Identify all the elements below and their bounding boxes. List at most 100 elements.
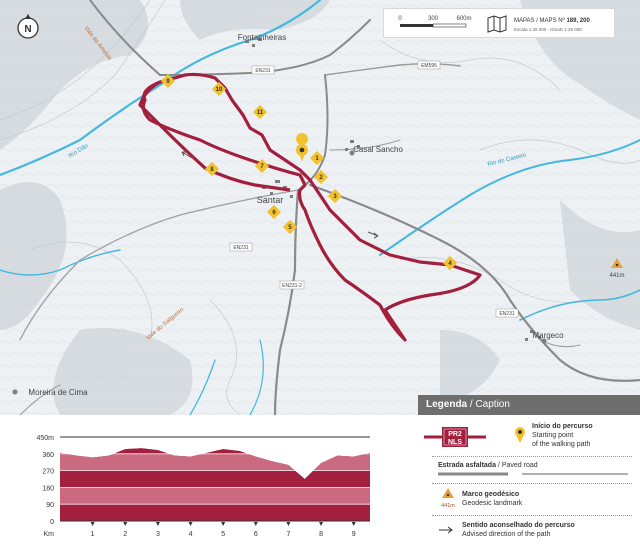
legend-paved-road: Estrada asfaltada / Paved road — [438, 462, 538, 469]
elevation-profile: 450m 360 270 180 90 0 Km 1 2 3 4 5 6 7 8 9 — [36, 435, 370, 538]
elevation-band — [60, 448, 370, 454]
start-point-icon — [515, 427, 525, 443]
svg-text:7: 7 — [260, 164, 264, 170]
place-labels: Fontainheiras Casal Sancho Santar Margec… — [28, 33, 564, 397]
place-casal-sancho: Casal Sancho — [353, 145, 403, 154]
svg-text:PR2: PR2 — [448, 431, 462, 438]
x-tick-label: 2 — [123, 531, 127, 538]
road-center-north — [304, 74, 329, 186]
road-label-em595: EM595 — [417, 60, 441, 70]
y-tick-label: 0 — [50, 519, 54, 526]
y-tick-label: 450m — [36, 435, 54, 442]
roads — [19, 0, 640, 415]
waypoint-7[interactable]: 7 — [254, 158, 270, 174]
waypoint-8[interactable]: 8 — [204, 161, 220, 177]
rivers — [0, 0, 640, 415]
legend-direction: Sentido aconselhado do percurso Advised … — [462, 522, 575, 538]
x-tick-label: 7 — [286, 531, 290, 538]
direction-arrow-icon — [439, 526, 453, 534]
svg-text:441m: 441m — [441, 503, 455, 509]
road-southwest — [19, 384, 61, 415]
x-tick-label: 4 — [189, 531, 193, 538]
scale-bar: 0 300 600m MAPAS / MAPS Nº 189, 200 Esca… — [398, 15, 590, 33]
waypoint-2[interactable]: 2 — [313, 169, 329, 185]
x-tick-label: 5 — [221, 531, 225, 538]
y-tick-label: 180 — [42, 485, 54, 492]
river-bottom — [189, 359, 216, 415]
place-santar: Santar — [257, 195, 284, 205]
legend-divider — [432, 456, 632, 457]
direction-arrows — [181, 151, 379, 239]
place-fontainheiras: Fontainheiras — [238, 33, 286, 42]
road-label-en231-right: EN231 — [495, 308, 519, 318]
svg-text:6: 6 — [272, 210, 276, 216]
river-dao — [0, 0, 322, 177]
river-bottom-right — [249, 339, 264, 415]
svg-text:EN231: EN231 — [255, 68, 271, 74]
legend-header: Legenda / Caption — [418, 395, 640, 415]
legend-start: Início do percurso Starting point of the… — [532, 423, 593, 448]
x-tick-label: 1 — [91, 531, 95, 538]
river-left-branch — [0, 249, 121, 276]
road-casal — [329, 139, 401, 151]
elevation-band — [60, 453, 370, 471]
y-tick-label: 270 — [42, 469, 54, 476]
waypoint-11[interactable]: 11 — [252, 104, 268, 120]
svg-text:N: N — [24, 24, 31, 35]
legend-title-sub: / Caption — [467, 399, 510, 410]
scale-box: 0 300 600m MAPAS / MAPS Nº 189, 200 Esca… — [383, 8, 615, 38]
elevation-band — [60, 487, 370, 505]
svg-text:9: 9 — [166, 79, 170, 85]
waypoint-1[interactable]: 1 — [309, 150, 325, 166]
road-label-en231-left: EN231 — [229, 242, 253, 252]
direction-arrow-east — [367, 231, 379, 239]
svg-text:10: 10 — [216, 87, 223, 93]
svg-text:0: 0 — [398, 16, 402, 22]
waypoint-6[interactable]: 6 — [266, 204, 282, 220]
geodesic-marker: 441m — [609, 258, 625, 279]
direction-arrow-west — [181, 151, 193, 159]
x-tick-label: 3 — [156, 531, 160, 538]
road-labels: EN231 EM595 EN231 EN231-2 EN231 — [229, 60, 519, 318]
waypoint-4[interactable]: 4 — [442, 255, 458, 271]
river-tributary — [519, 289, 640, 321]
start-point-pin[interactable] — [296, 133, 309, 162]
x-tick-mark — [351, 522, 356, 526]
y-tick-label: 360 — [42, 452, 54, 459]
svg-text:MAPAS / MAPS Nº 189, 200: MAPAS / MAPS Nº 189, 200 — [514, 17, 590, 24]
legend-title: Legenda — [426, 399, 468, 410]
elevation-band — [60, 504, 370, 521]
road-label-en231-2: EN231-2 — [279, 280, 305, 290]
svg-text:EM595: EM595 — [421, 63, 437, 69]
svg-text:600m: 600m — [456, 16, 471, 22]
road-en231-east — [308, 183, 640, 382]
north-arrow-icon: N — [17, 14, 39, 39]
x-axis-label: Km — [44, 531, 55, 538]
svg-text:EN231: EN231 — [233, 245, 249, 251]
legend-divider — [432, 483, 632, 484]
road-em595 — [324, 63, 461, 76]
x-tick-label: 8 — [319, 531, 323, 538]
x-tick-label: 6 — [254, 531, 258, 538]
svg-text:Escala 1:25 000 - IGeoE 1:25 0: Escala 1:25 000 - IGeoE 1:25 000 — [514, 27, 582, 32]
svg-text:EN231: EN231 — [499, 311, 515, 317]
waypoint-5[interactable]: 5 — [282, 219, 298, 235]
paved-road-swatch — [438, 472, 628, 476]
x-tick-mark — [155, 522, 160, 526]
map-sheet-icon — [487, 15, 507, 33]
place-moreira-de-cima: Moreira de Cima — [28, 388, 88, 397]
svg-text:11: 11 — [257, 110, 264, 116]
place-margeco: Margeco — [532, 331, 564, 340]
x-tick-label: 9 — [352, 531, 356, 538]
trail-loop-west — [138, 80, 291, 192]
trail-map: 1 2 3 4 5 6 7 8 9 10 11 441m N Fontainhe… — [0, 0, 640, 415]
elevation-band — [60, 470, 370, 488]
svg-text:4: 4 — [448, 261, 452, 267]
x-tick-mark — [188, 522, 193, 526]
x-tick-mark — [90, 522, 95, 526]
waypoint-3[interactable]: 3 — [327, 188, 343, 204]
geodesic-icon: 441m — [441, 488, 455, 509]
road-en231-north — [89, 0, 371, 77]
legend-panel: Legenda / Caption PR2 NLS Início do perc… — [418, 395, 640, 549]
svg-text:5: 5 — [288, 225, 292, 231]
